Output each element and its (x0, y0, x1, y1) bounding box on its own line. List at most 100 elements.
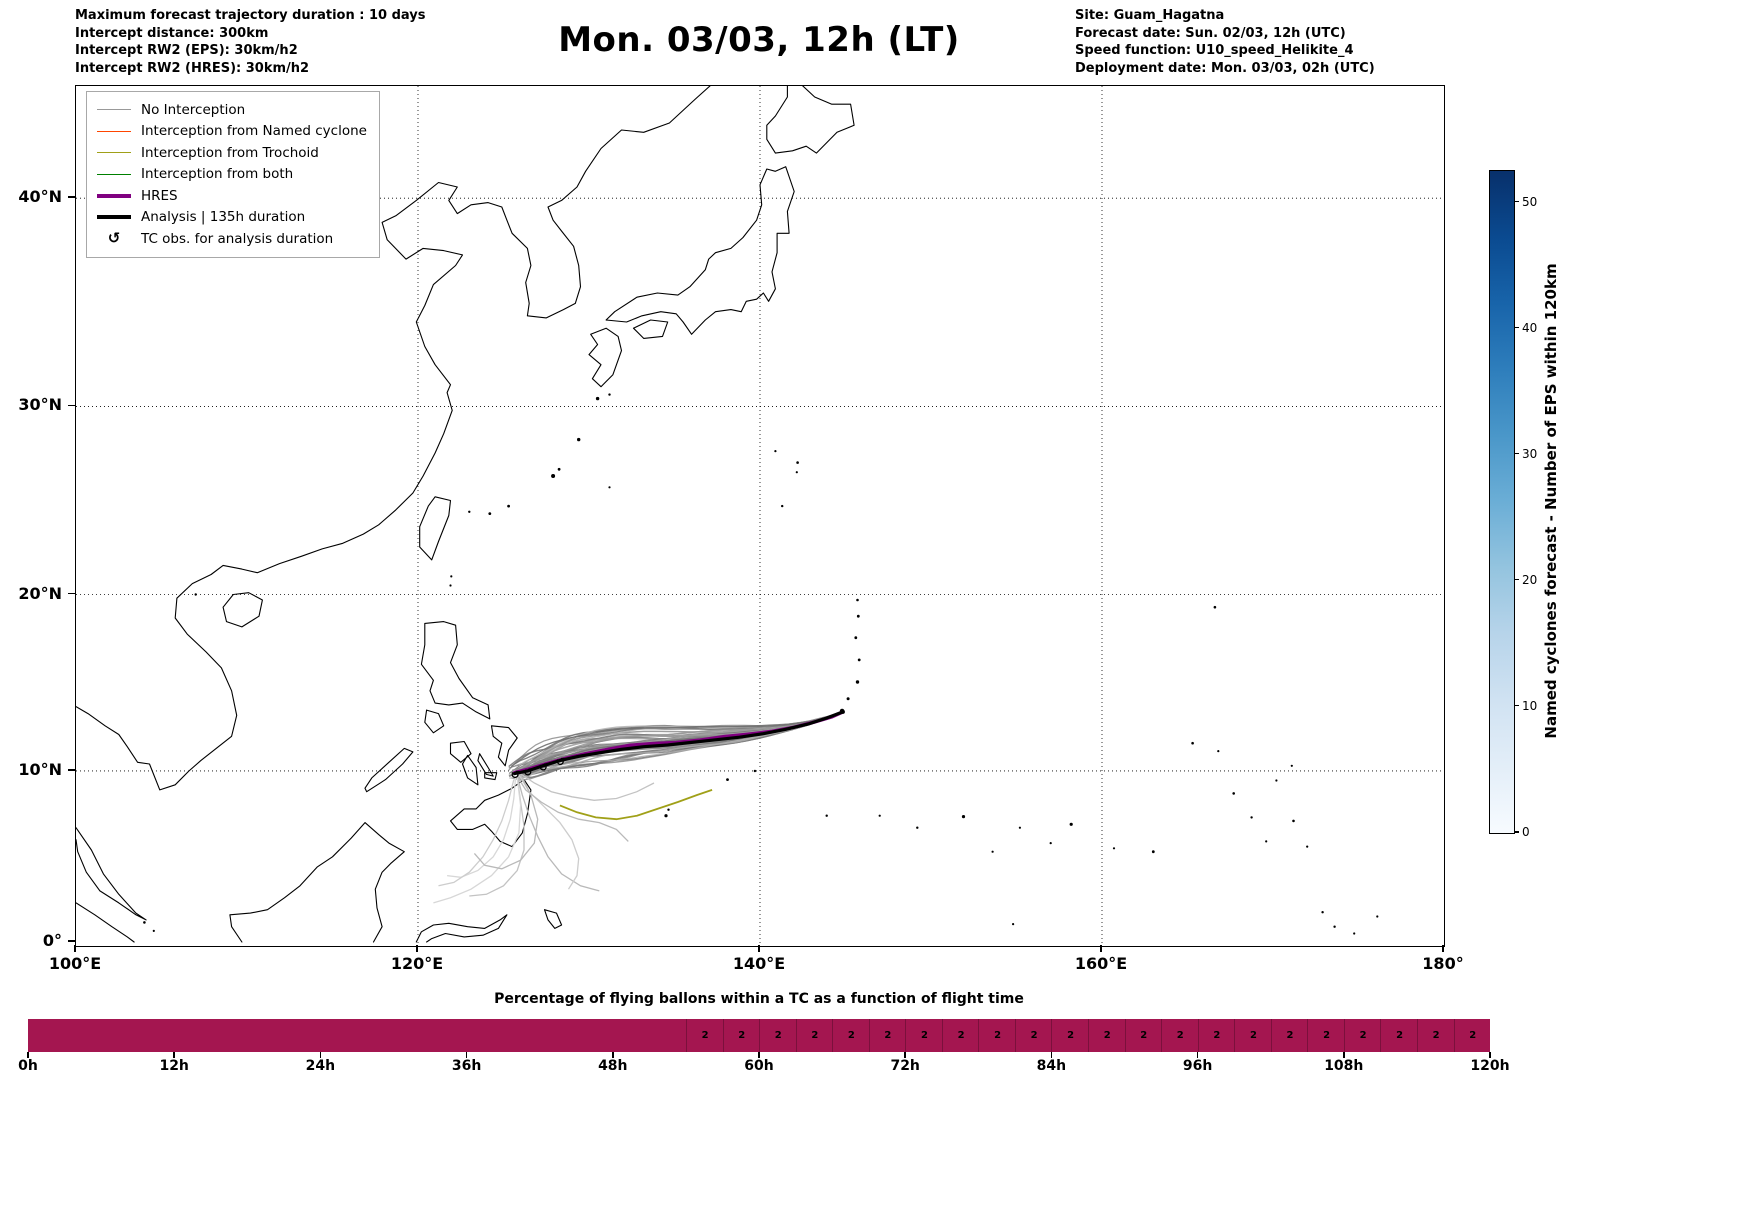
island-dot (1213, 605, 1217, 609)
island-dot (1232, 792, 1235, 795)
legend-entry: ↺ TC obs. for analysis duration (97, 228, 367, 250)
bar-segment: 2 (978, 1019, 1016, 1052)
bar-segment: 2 (1124, 1019, 1163, 1052)
ensemble-trajectory-south (469, 776, 525, 897)
tc-obs-icon: ↺ (107, 229, 121, 248)
bar-x-axis-tick (758, 1052, 760, 1058)
bar-segment: 2 (759, 1019, 797, 1052)
bar-segment-value: 2 (774, 1030, 782, 1041)
colorbar-tick-label: 20 (1522, 572, 1538, 587)
site-info-line: Site: Guam_Hagatna (1075, 8, 1225, 23)
legend-entry: Interception from Named cyclone (97, 121, 367, 143)
island-dot (664, 814, 668, 818)
island-dot (667, 808, 670, 811)
bar-segment: 2 (1161, 1019, 1199, 1052)
bar-x-axis-tick-label: 48h (598, 1058, 628, 1074)
analysis-track (513, 710, 845, 776)
x-axis-tick-label: 120°E (390, 954, 444, 973)
forecast-parameters-block: Maximum forecast trajectory duration : 1… (75, 7, 426, 77)
legend-line-sample (97, 173, 131, 175)
bar-segment-value: 2 (1249, 1030, 1257, 1041)
island-dot (846, 697, 850, 701)
x-axis-tick-label: 180° (1422, 954, 1464, 973)
bar-x-axis-tick-label: 24h (305, 1058, 336, 1074)
coastline (76, 827, 147, 921)
island-dot (753, 769, 757, 773)
legend-line-sample (97, 109, 131, 111)
coastline (766, 86, 855, 154)
legend-entry: No Interception (97, 99, 367, 121)
x-axis-tick (416, 945, 418, 952)
x-axis-tick-label: 160°E (1074, 954, 1128, 973)
island-dot (1265, 840, 1268, 843)
bar-x-axis-tick-label: 84h (1036, 1058, 1067, 1074)
island-dot (1353, 932, 1356, 935)
ensemble-trajectory-south (433, 777, 522, 904)
ensemble-trajectory (510, 711, 844, 768)
map-plot: ↺ ↺ ↺ ↺ No Interception Interception from Na… (75, 85, 1445, 947)
site-info-line: Deployment date: Mon. 03/03, 02h (UTC) (1075, 60, 1375, 76)
island-dot (595, 396, 600, 401)
coastline (229, 822, 405, 943)
bar-segment: 2 (868, 1019, 907, 1052)
bar-segment-value: 2 (1323, 1030, 1331, 1041)
ensemble-trajectory-south (516, 775, 629, 842)
bar-segment-value: 2 (1067, 1030, 1075, 1041)
legend-label: HRES (141, 187, 178, 204)
colorbar-tick-label: 40 (1522, 320, 1538, 335)
bar-segment-value: 2 (1359, 1030, 1367, 1041)
ensemble-trajectory-south (447, 777, 517, 878)
bar-segment: 2 (1234, 1019, 1272, 1052)
island-dot (608, 486, 611, 489)
bar-segment: 2 (1088, 1019, 1126, 1052)
island-dot (726, 778, 729, 781)
colorbar-tick-label: 10 (1522, 698, 1538, 713)
ensemble-trajectory-south (473, 774, 539, 870)
bar-segment: 2 (1307, 1019, 1345, 1052)
x-axis-tick (74, 945, 76, 952)
legend-entry: HRES (97, 185, 367, 207)
island-dot (796, 461, 799, 464)
island-dot (1250, 816, 1253, 819)
y-axis-tick (68, 404, 75, 407)
legend-entry: Interception from Trochoid (97, 142, 367, 164)
island-dot (857, 658, 861, 662)
island-dot (1151, 850, 1155, 854)
bar-x-axis-tick (1050, 1052, 1053, 1058)
coastline (424, 709, 445, 734)
island-dot (781, 504, 784, 508)
legend-entry: Interception from both (97, 164, 367, 186)
island-dot (449, 584, 452, 587)
y-axis-tick-label: 40°N (18, 187, 62, 207)
bar-segment-value: 2 (1286, 1030, 1294, 1041)
colorbar-tick (1514, 200, 1519, 203)
site-marker (840, 709, 845, 714)
forecast-parameter-line: Maximum forecast trajectory duration : 1… (75, 8, 426, 23)
island-dot (825, 814, 828, 817)
colorbar-tick (1514, 705, 1519, 707)
bar-segment: 2 (1051, 1019, 1089, 1052)
bar-segment: 2 (722, 1019, 761, 1052)
site-info-block: Site: Guam_Hagatna Forecast date: Sun. 02… (1075, 7, 1375, 77)
x-axis-tick (1442, 945, 1444, 952)
island-dot (856, 614, 860, 618)
bottom-chart-title: Percentage of flying ballons within a TC… (494, 991, 1024, 1007)
bar-segment: 2 (1380, 1019, 1418, 1052)
bar-segment: 2 (1014, 1019, 1053, 1052)
bar-segment: 2 (941, 1019, 980, 1052)
coastline (449, 740, 472, 763)
x-axis-tick (758, 945, 760, 952)
bar-segment-value: 2 (1030, 1030, 1038, 1041)
island-dot (878, 814, 881, 817)
tc-obs-marker: ↺ (523, 766, 532, 779)
island-dot (551, 474, 556, 478)
bar-segment-value: 2 (1176, 1030, 1184, 1041)
legend: No Interception Interception from Named c… (86, 91, 380, 258)
x-axis-tick-label: 100°E (48, 954, 102, 973)
legend-label: Interception from both (141, 166, 294, 183)
bar-segment: 2 (795, 1019, 834, 1052)
coastline (588, 327, 623, 388)
coastline (461, 754, 479, 786)
bar-x-axis-tick (1196, 1052, 1199, 1058)
